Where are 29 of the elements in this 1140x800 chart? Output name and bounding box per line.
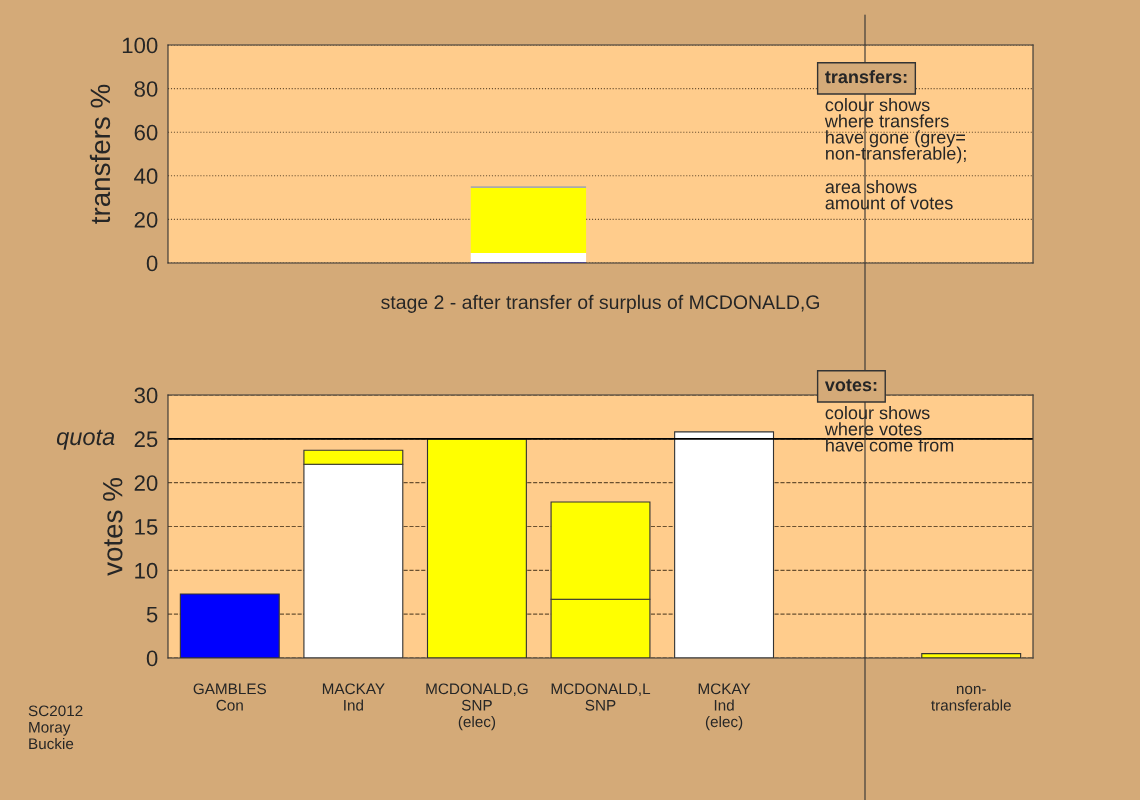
x-tick-label: MCDONALD,G SNP (elec): [426, 683, 528, 731]
x-tick-label: non- transferable: [931, 685, 1011, 711]
y-tick-label: 80: [134, 81, 158, 97]
y-tick-label: 0: [146, 255, 158, 272]
y-tick-label: 15: [135, 519, 158, 535]
y-tick-label: 40: [134, 168, 158, 185]
ref-line-label: quota: [56, 429, 115, 450]
y-tick-label: 25: [134, 431, 158, 448]
y-tick-label: 10: [135, 562, 158, 579]
text: SC2012 Moray Buckie: [28, 705, 83, 750]
y-tick-label: 100: [122, 37, 158, 54]
y-tick-label: 0: [146, 650, 158, 667]
x-tick-label: GAMBLES Con: [193, 683, 267, 711]
annotation: transfers:: [825, 70, 907, 84]
y-axis-title: transfers %: [89, 84, 111, 224]
y-axis-title: votes %: [102, 478, 123, 576]
x-tick-label: MCKAY Ind (elec): [698, 683, 751, 731]
annotation: colour shows where transfers have gone (grey= non-transferable);: [824, 98, 966, 164]
y-tick-label: 20: [134, 475, 158, 491]
x-tick-label: MCDONALD,L SNP: [551, 683, 651, 711]
x-tick-label: MACKAY Ind: [322, 683, 385, 711]
y-tick-label: 60: [134, 124, 158, 141]
y-tick-label: 5: [146, 606, 158, 623]
chart-title: stage 2 - after transfer of surplus of MCDONALD,G: [381, 294, 819, 313]
annotation: area shows amount of votes: [825, 180, 953, 210]
annotation: colour shows where votes have come from: [824, 406, 954, 452]
text: votes:: [824, 379, 877, 392]
y-tick-label: 30: [134, 387, 158, 404]
y-tick-label: 20: [134, 211, 158, 228]
